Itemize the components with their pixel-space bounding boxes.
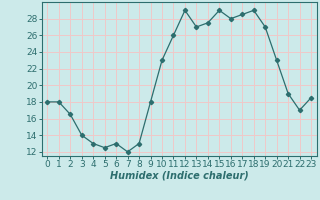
X-axis label: Humidex (Indice chaleur): Humidex (Indice chaleur) — [110, 171, 249, 181]
